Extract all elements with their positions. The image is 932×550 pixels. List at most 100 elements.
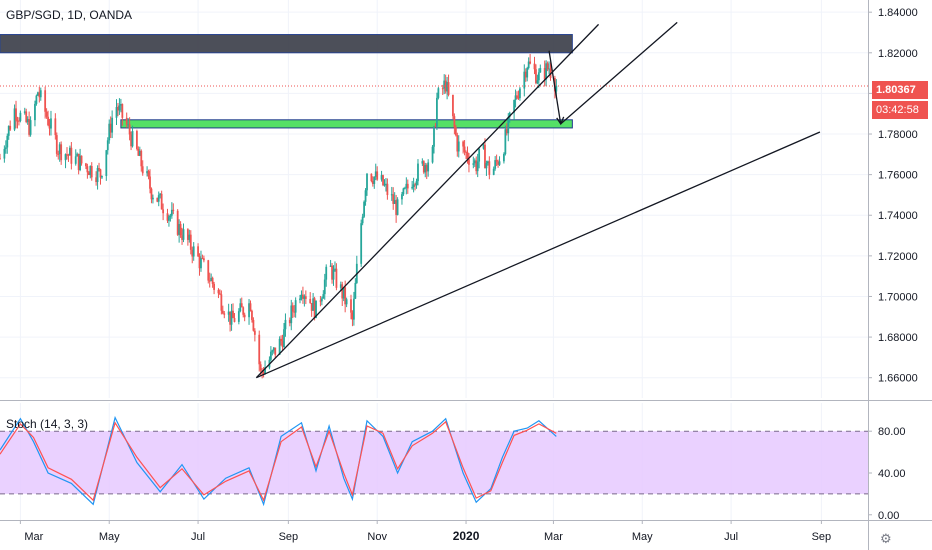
candle-body	[294, 300, 297, 313]
candle-body	[138, 150, 141, 156]
candle-body	[249, 303, 252, 311]
candle-body	[197, 246, 199, 257]
candle-body	[117, 107, 119, 111]
time-tick-label: Jul	[724, 531, 738, 543]
candle-body	[352, 298, 355, 320]
candle-body	[472, 163, 475, 165]
candle-body	[166, 213, 169, 221]
candle-body	[497, 161, 499, 165]
candle-body	[468, 159, 470, 165]
trendlines	[255, 21, 821, 379]
candle-body	[329, 265, 332, 267]
time-tick-label: Sep	[812, 531, 832, 543]
zones	[0, 34, 573, 129]
candle-body	[182, 229, 185, 240]
candle-body	[15, 108, 17, 121]
candle-body	[191, 249, 194, 257]
candle-body	[149, 176, 151, 189]
candle-body	[529, 61, 532, 64]
time-tick-label: Mar	[24, 531, 43, 543]
candle-body	[201, 258, 204, 260]
support-zone	[120, 119, 573, 129]
candle-body	[189, 234, 192, 250]
candle-body	[380, 175, 383, 180]
candle-body	[283, 329, 285, 348]
candle-body	[7, 125, 10, 136]
candle-body	[382, 175, 384, 186]
candle-body	[463, 146, 466, 152]
candle-body	[38, 92, 41, 98]
candle-body	[371, 181, 374, 184]
candle-body	[482, 144, 485, 149]
candle-body	[69, 147, 71, 156]
candle-body	[106, 140, 109, 151]
candle-body	[364, 190, 367, 202]
candle-body	[108, 123, 111, 141]
candle-body	[478, 148, 481, 162]
candle-body	[288, 319, 291, 324]
candle-body	[457, 141, 460, 152]
candle-body	[188, 234, 191, 240]
candle-body	[517, 97, 520, 99]
candle-body	[504, 129, 507, 155]
candle-body	[50, 118, 52, 129]
candle-body	[441, 88, 444, 90]
candle-body	[475, 160, 478, 172]
candle-body	[320, 298, 323, 302]
price-tick-label: 1.82000	[878, 48, 918, 60]
candle-body	[422, 161, 425, 173]
candle-body	[537, 72, 540, 81]
candle-body	[434, 126, 437, 128]
candle-body	[274, 347, 277, 355]
candle-body	[181, 235, 183, 240]
candle-body	[508, 112, 511, 117]
candle-body	[159, 193, 162, 196]
candle-body	[230, 310, 233, 325]
candle-body	[300, 294, 303, 299]
candle-body	[239, 303, 242, 312]
candle-body	[119, 104, 122, 106]
candle-body	[86, 166, 89, 173]
candle-body	[507, 116, 510, 134]
candles	[0, 53, 868, 379]
candle-body	[396, 199, 399, 215]
candle-body	[272, 347, 275, 351]
candle-body	[87, 172, 90, 176]
candle-body	[237, 311, 240, 322]
candle-body	[495, 160, 498, 162]
time-tick-label: Nov	[367, 531, 387, 543]
candle-body	[172, 209, 175, 211]
time-tick-label: May	[632, 531, 653, 543]
candle-body	[80, 155, 83, 164]
candle-body	[76, 153, 79, 157]
candle-body	[39, 90, 42, 98]
candle-body	[170, 209, 173, 216]
candle-body	[323, 279, 326, 295]
candle-body	[60, 144, 63, 161]
candle-body	[526, 68, 529, 78]
countdown-tag: 03:42:58	[872, 101, 928, 119]
candle-body	[109, 123, 112, 133]
candle-body	[290, 305, 293, 324]
candle-body	[221, 310, 224, 314]
candle-body	[146, 171, 148, 174]
candle-body	[157, 195, 160, 202]
candle-body	[383, 184, 386, 186]
candle-body	[25, 111, 28, 122]
candle-body	[427, 162, 430, 172]
candle-body	[354, 282, 357, 299]
candle-body	[331, 265, 333, 280]
candle-body	[284, 319, 287, 330]
candle-body	[302, 294, 304, 299]
candle-body	[130, 134, 132, 147]
candle-body	[524, 71, 527, 78]
price-tick-label: 1.72000	[878, 251, 918, 263]
candle-body	[309, 298, 312, 304]
symbol-title: GBP/SGD, 1D, OANDA	[6, 8, 133, 22]
candle-body	[322, 294, 325, 299]
candle-body	[208, 280, 211, 282]
candle-body	[536, 80, 539, 84]
stoch-tick-label: 80.00	[878, 426, 906, 438]
candle-body	[505, 129, 508, 134]
